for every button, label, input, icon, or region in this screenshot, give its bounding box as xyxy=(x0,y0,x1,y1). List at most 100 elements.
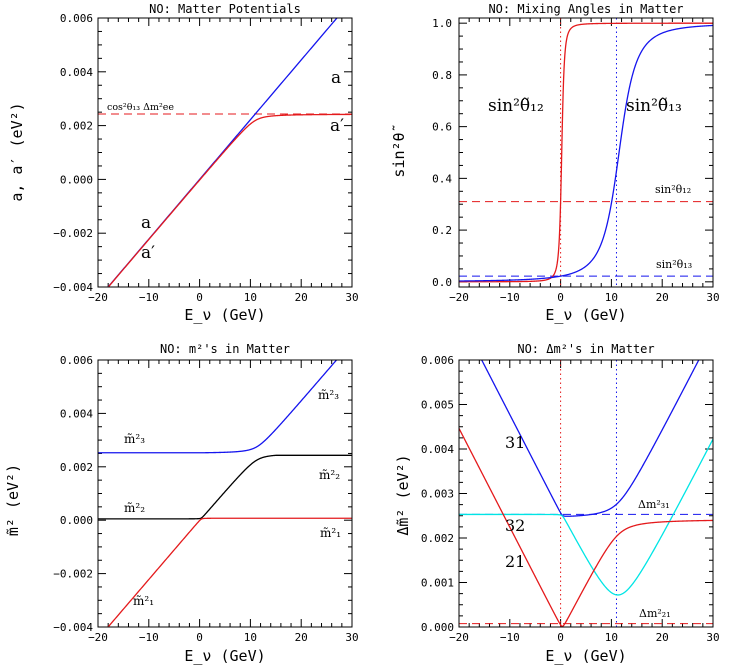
panel-m2-in-matter: NO: m²'s in Matter −20 −10 0 10 20 30 −0.004 −0… xyxy=(4,342,359,665)
y-tick-label: 0.003 xyxy=(421,488,454,501)
panel1-title: NO: Matter Potentials xyxy=(149,2,301,16)
x-tick-label: −10 xyxy=(139,291,159,304)
y-tick-label: 0.006 xyxy=(421,354,454,367)
x-tick-label: 20 xyxy=(295,291,308,304)
panel3-xlabel: E_ν (GeV) xyxy=(184,647,265,665)
x-tick-label: 10 xyxy=(605,291,618,304)
label-m3-left: m̃²₃ xyxy=(124,432,145,446)
panel4-ylabel: Δm̃² (eV²) xyxy=(394,454,412,535)
series-dm21 xyxy=(459,428,713,627)
y-tick-label: 0.006 xyxy=(60,354,93,367)
label-a-prime-top: a′ xyxy=(330,116,344,136)
label-a-prime-bottom: a′ xyxy=(141,243,155,263)
y-tick-label: 0.8 xyxy=(432,69,452,82)
label-32: 32 xyxy=(505,516,525,535)
x-tick-label: 30 xyxy=(706,631,719,644)
label-sin13-matter: sin²θ̃₁₃ xyxy=(626,96,682,116)
label-m3-right: m̃²₃ xyxy=(318,388,339,402)
series-m1 xyxy=(107,517,352,627)
x-tick-label: −10 xyxy=(500,631,520,644)
y-tick-label: 0.002 xyxy=(60,461,93,474)
series-m2 xyxy=(98,454,352,520)
label-a-top: a xyxy=(331,68,341,88)
panel1-ticks: −20 −10 0 10 20 30 −0.004 −0.002 0.000 0.002 0.004… xyxy=(53,12,358,304)
series-sin12-matter xyxy=(459,22,713,283)
panel3-frame xyxy=(97,359,353,628)
label-ref-sin13: sin²θ₁₃ xyxy=(656,258,692,271)
x-tick-label: 10 xyxy=(244,291,257,304)
panel4-xlabel: E_ν (GeV) xyxy=(545,647,626,665)
y-tick-label: 0.0 xyxy=(432,276,452,289)
label-ref-dm31: Δm²₃₁ xyxy=(638,498,670,511)
y-tick-label: 0.000 xyxy=(60,514,93,527)
panel1-ref-label: cos²θ₁₃ Δm²ee xyxy=(107,102,174,113)
panel4-frame xyxy=(458,359,714,628)
series-dm32 xyxy=(459,438,713,596)
x-tick-label: 0 xyxy=(196,631,203,644)
x-tick-label: −20 xyxy=(88,631,108,644)
panel-mixing-angles: NO: Mixing Angles in Matter −20 −10 0 10 20 3… xyxy=(390,2,720,324)
series-dm31 xyxy=(480,360,700,517)
y-tick-label: −0.002 xyxy=(53,568,93,581)
x-tick-label: 10 xyxy=(244,631,257,644)
x-tick-label: −10 xyxy=(139,631,159,644)
panel1-ylabel: a, a′ (eV²) xyxy=(8,102,26,201)
x-tick-label: 20 xyxy=(656,631,669,644)
series-m3 xyxy=(98,360,338,454)
panel1-plot xyxy=(98,18,352,287)
panel3-ticks: −20 −10 0 10 20 30 −0.004 −0.002 0.000 0.002 0.004… xyxy=(53,354,358,644)
panel-matter-potentials: NO: Matter Potentials −20 −10 0 10 20 30 −0.00… xyxy=(8,2,359,324)
panel1-xlabel: E_ν (GeV) xyxy=(184,306,265,324)
panel3-title: NO: m²'s in Matter xyxy=(160,342,290,356)
panel4-plot xyxy=(459,360,713,627)
label-m1-left: m̃²₁ xyxy=(133,594,154,608)
y-tick-label: 0.004 xyxy=(60,407,93,420)
y-tick-label: −0.002 xyxy=(53,227,93,240)
y-tick-label: 0.004 xyxy=(421,443,454,456)
x-tick-label: 30 xyxy=(345,631,358,644)
y-tick-label: 0.2 xyxy=(432,224,452,237)
x-tick-label: −10 xyxy=(500,291,520,304)
x-tick-label: 30 xyxy=(345,291,358,304)
panel3-ylabel: m̃² (eV²) xyxy=(4,464,22,536)
y-tick-label: −0.004 xyxy=(53,281,93,294)
y-tick-label: 0.001 xyxy=(421,577,454,590)
panel1-frame xyxy=(97,17,353,288)
series-a-prime xyxy=(107,113,352,287)
label-ref-dm21: Δm²₂₁ xyxy=(639,607,671,620)
label-21: 21 xyxy=(505,552,525,571)
x-tick-label: −20 xyxy=(449,631,469,644)
panel4-ticks: −20 −10 0 10 20 30 0.000 0.001 0.002 0.003 0.004 0.… xyxy=(421,354,720,644)
y-tick-label: 0.004 xyxy=(60,66,93,79)
y-tick-label: 1.0 xyxy=(432,17,452,30)
label-ref-sin12: sin²θ₁₂ xyxy=(655,183,691,196)
panel2-title: NO: Mixing Angles in Matter xyxy=(488,2,683,16)
x-tick-label: 30 xyxy=(706,291,719,304)
y-tick-label: 0.002 xyxy=(60,120,93,133)
panel2-frame xyxy=(458,17,714,288)
x-tick-label: −20 xyxy=(449,291,469,304)
panel2-ylabel: sin²θ̃ xyxy=(390,125,408,177)
panel4-title: NO: Δm²'s in Matter xyxy=(517,342,654,356)
y-tick-label: 0.005 xyxy=(421,399,454,412)
y-tick-label: 0.000 xyxy=(60,173,93,186)
y-tick-label: 0.6 xyxy=(432,121,452,134)
x-tick-label: 0 xyxy=(557,631,564,644)
label-a-bottom: a xyxy=(141,213,151,233)
panel3-plot xyxy=(98,360,352,627)
series-sin13-matter xyxy=(459,24,713,282)
x-tick-label: 20 xyxy=(295,631,308,644)
label-m2-left: m̃²₂ xyxy=(124,501,145,515)
label-m2-right: m̃²₂ xyxy=(319,468,340,482)
x-tick-label: 0 xyxy=(196,291,203,304)
y-tick-label: 0.4 xyxy=(432,172,452,185)
x-tick-label: −20 xyxy=(88,291,108,304)
label-31: 31 xyxy=(505,433,525,452)
label-sin12-matter: sin²θ̃₁₂ xyxy=(488,96,544,116)
panel2-xlabel: E_ν (GeV) xyxy=(545,306,626,324)
label-m1-right: m̃²₁ xyxy=(320,526,341,540)
y-tick-label: 0.006 xyxy=(60,12,93,25)
x-tick-label: 0 xyxy=(557,291,564,304)
panel2-plot xyxy=(459,18,713,287)
